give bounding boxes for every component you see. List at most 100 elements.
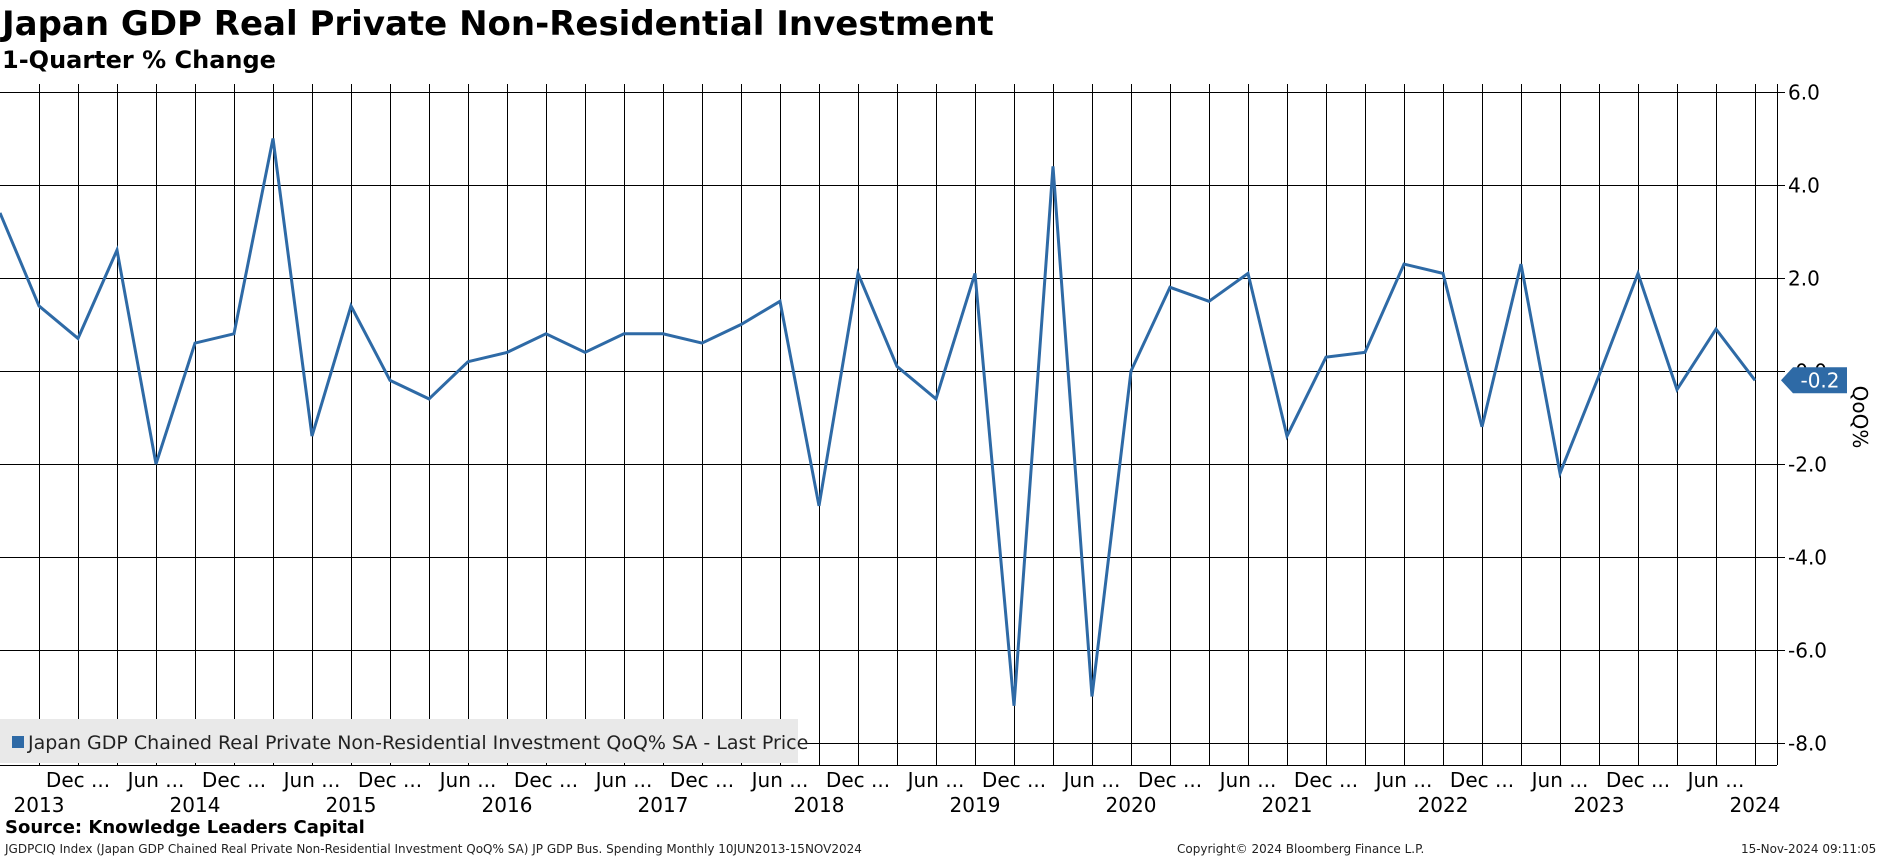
legend-swatch xyxy=(12,736,24,748)
data-point xyxy=(1558,471,1562,475)
y-tick-label: -8.0 xyxy=(1788,732,1827,756)
x-year-label: 2016 xyxy=(482,793,533,817)
data-point xyxy=(505,350,509,354)
data-point xyxy=(1675,388,1679,392)
y-tick-label: 2.0 xyxy=(1788,267,1820,291)
series-description: JGDPCIQ Index (Japan GDP Chained Real Pr… xyxy=(5,842,862,856)
data-point xyxy=(349,304,353,308)
x-year-label: 2019 xyxy=(950,793,1001,817)
x-year-label: 2021 xyxy=(1262,793,1313,817)
x-tick-label: Dec ... xyxy=(202,768,266,792)
data-point xyxy=(115,248,119,252)
x-tick-label: Dec ... xyxy=(358,768,422,792)
grid-layer xyxy=(0,84,1777,765)
data-point xyxy=(1480,425,1484,429)
data-point xyxy=(1129,369,1133,373)
x-tick-label: Dec ... xyxy=(670,768,734,792)
data-point xyxy=(817,504,821,508)
y-tick-label: 4.0 xyxy=(1788,174,1820,198)
data-point xyxy=(583,350,587,354)
data-point xyxy=(37,304,41,308)
x-tick-label: Jun ... xyxy=(750,768,809,792)
source-note: Source: Knowledge Leaders Capital xyxy=(5,817,365,838)
legend: Japan GDP Chained Real Private Non-Resid… xyxy=(0,719,808,763)
y-axis-label: QoQ% xyxy=(1848,386,1872,449)
x-tick-label: Jun ... xyxy=(1686,768,1745,792)
data-point xyxy=(310,434,314,438)
data-point xyxy=(1597,374,1601,378)
x-tick-label: Jun ... xyxy=(1218,768,1277,792)
data-point xyxy=(1285,434,1289,438)
last-value-tag xyxy=(1781,367,1847,394)
data-point xyxy=(1246,271,1250,275)
data-point xyxy=(1714,327,1718,331)
chart-subtitle: 1-Quarter % Change xyxy=(2,46,276,74)
data-point xyxy=(661,332,665,336)
x-year-label: 2014 xyxy=(170,793,221,817)
data-point xyxy=(1090,695,1094,699)
data-point xyxy=(193,341,197,345)
x-tick-label: Dec ... xyxy=(1294,768,1358,792)
data-point xyxy=(1402,262,1406,266)
chart-title: Japan GDP Real Private Non-Residential I… xyxy=(2,4,994,44)
x-tick-label: Jun ... xyxy=(126,768,185,792)
data-point xyxy=(1207,299,1211,303)
timestamp: 15-Nov-2024 09:11:05 xyxy=(1741,842,1877,856)
data-point xyxy=(778,299,782,303)
data-point xyxy=(1519,262,1523,266)
y-tick-label: -4.0 xyxy=(1788,546,1827,570)
series-layer xyxy=(0,137,1757,708)
x-year-label: 2020 xyxy=(1106,793,1157,817)
data-point xyxy=(427,397,431,401)
x-tick-label: Dec ... xyxy=(1606,768,1670,792)
x-year-label: 2015 xyxy=(326,793,377,817)
last-value-label: -0.2 xyxy=(1800,368,1839,392)
data-point xyxy=(232,332,236,336)
data-point xyxy=(1636,271,1640,275)
x-tick-label: Dec ... xyxy=(1138,768,1202,792)
series-line xyxy=(0,138,1757,706)
data-point xyxy=(934,397,938,401)
x-tick-label: Jun ... xyxy=(438,768,497,792)
y-tick-label: 6.0 xyxy=(1788,81,1820,105)
data-point xyxy=(271,137,275,141)
data-point xyxy=(154,462,158,466)
copyright-note: Copyright© 2024 Bloomberg Finance L.P. xyxy=(1177,842,1425,856)
data-point xyxy=(1753,378,1757,382)
data-point xyxy=(973,271,977,275)
data-point xyxy=(1441,271,1445,275)
legend-label: Japan GDP Chained Real Private Non-Resid… xyxy=(27,732,808,754)
data-point xyxy=(1363,350,1367,354)
x-year-label: 2024 xyxy=(1730,793,1781,817)
data-point xyxy=(1324,355,1328,359)
x-tick-label: Dec ... xyxy=(1450,768,1514,792)
data-point xyxy=(76,336,80,340)
data-point xyxy=(856,271,860,275)
data-point xyxy=(895,364,899,368)
x-tick-label: Jun ... xyxy=(1062,768,1121,792)
data-point xyxy=(466,360,470,364)
x-year-label: 2023 xyxy=(1574,793,1625,817)
data-point xyxy=(1168,285,1172,289)
x-year-label: 2017 xyxy=(638,793,689,817)
x-tick-label: Jun ... xyxy=(906,768,965,792)
data-point xyxy=(1012,704,1016,708)
data-point xyxy=(700,341,704,345)
x-tick-label: Dec ... xyxy=(826,768,890,792)
data-point xyxy=(622,332,626,336)
legend-background xyxy=(0,719,798,763)
x-tick-label: Jun ... xyxy=(1374,768,1433,792)
y-tick-label: -2.0 xyxy=(1788,453,1827,477)
x-tick-label: Dec ... xyxy=(46,768,110,792)
last-value-marker: -0.2 xyxy=(1781,367,1847,394)
x-tick-label: Dec ... xyxy=(982,768,1046,792)
data-point xyxy=(739,323,743,327)
x-year-label: 2013 xyxy=(14,793,65,817)
x-tick-label: Jun ... xyxy=(1530,768,1589,792)
x-year-label: 2022 xyxy=(1418,793,1469,817)
x-tick-label: Jun ... xyxy=(594,768,653,792)
x-tick-label: Dec ... xyxy=(514,768,578,792)
x-year-label: 2018 xyxy=(794,793,845,817)
